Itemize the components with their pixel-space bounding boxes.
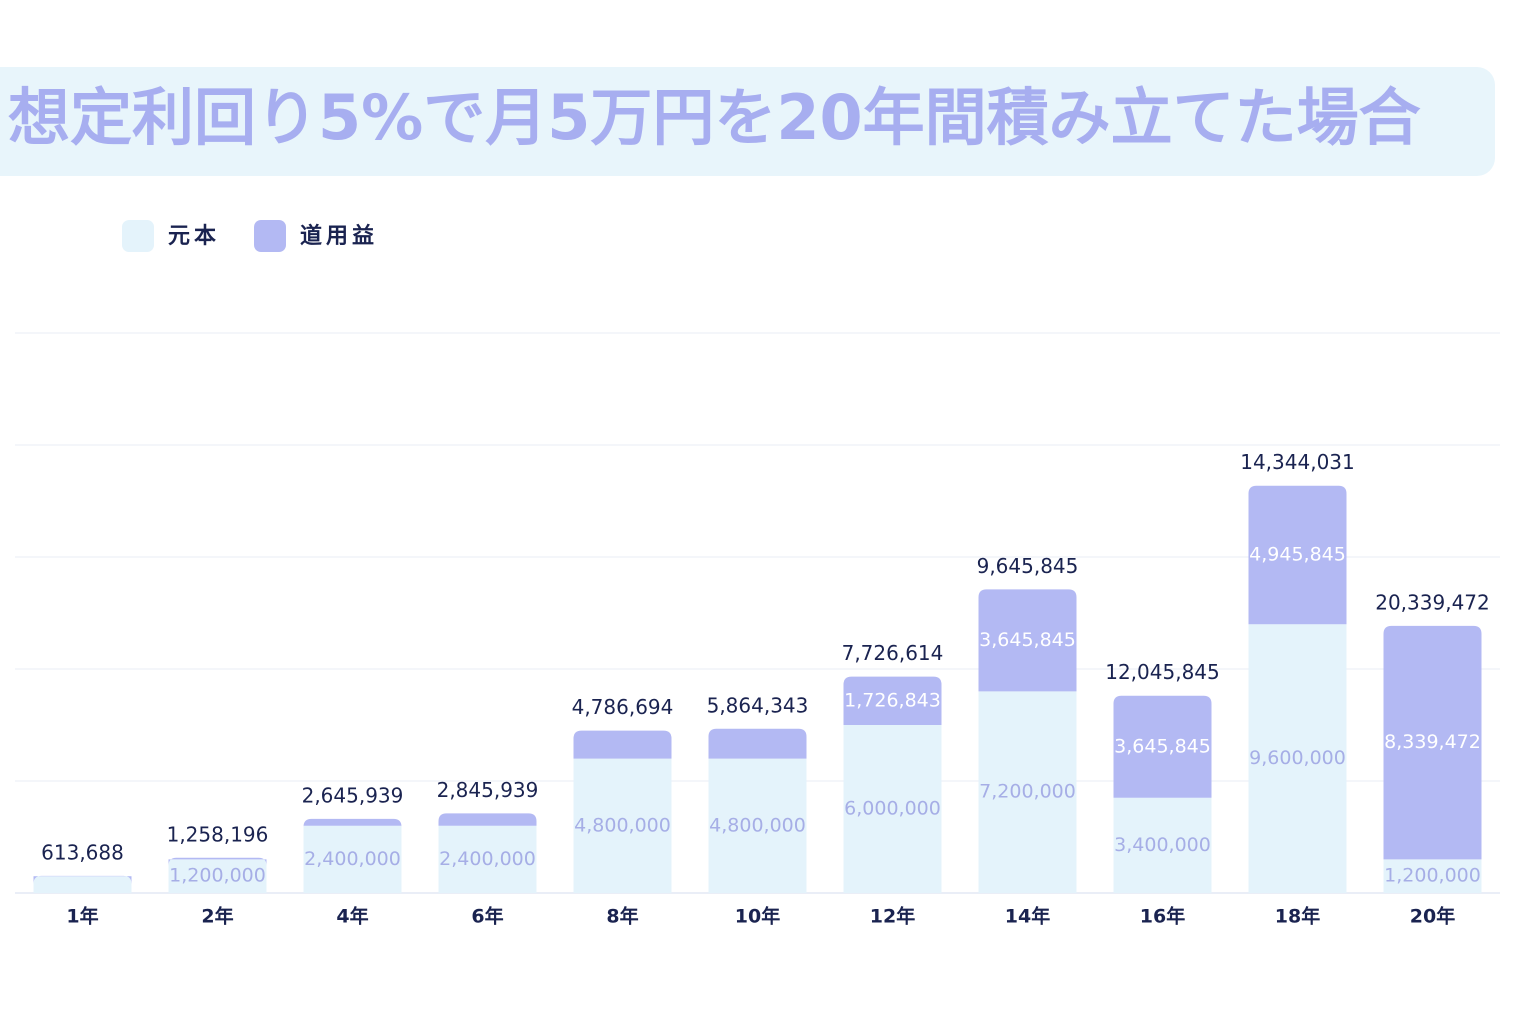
bar-segment bbox=[438, 825, 537, 893]
segment-label: 7,200,000 bbox=[979, 781, 1076, 803]
total-label: 7,726,614 bbox=[842, 641, 944, 665]
total-label: 20,339,472 bbox=[1375, 590, 1490, 614]
x-tick-label: 14年 bbox=[1005, 905, 1050, 928]
bar-segment bbox=[1113, 797, 1212, 893]
total-label: 5,864,343 bbox=[707, 693, 809, 717]
segment-label: 9,600,000 bbox=[1249, 747, 1346, 769]
x-tick-label: 2年 bbox=[201, 905, 233, 928]
bar-segment bbox=[438, 813, 537, 826]
bar-segment bbox=[708, 758, 807, 893]
total-label: 613,688 bbox=[41, 840, 124, 864]
x-tick-label: 10年 bbox=[735, 905, 780, 928]
segment-label: 8,339,472 bbox=[1384, 731, 1481, 753]
legend-swatch bbox=[254, 220, 286, 252]
bar-segment bbox=[843, 725, 942, 893]
segment-label: 4,800,000 bbox=[709, 814, 806, 836]
bar-segment bbox=[1113, 695, 1212, 798]
bar-segment bbox=[573, 730, 672, 759]
x-tick-label: 12年 bbox=[870, 905, 915, 928]
segment-label: 4,945,845 bbox=[1249, 543, 1346, 565]
total-label: 2,845,939 bbox=[437, 778, 539, 802]
bar-segment bbox=[1248, 624, 1347, 893]
segment-label: 3,400,000 bbox=[1114, 834, 1211, 856]
legend-label: 道用益 bbox=[300, 223, 378, 249]
bar-segment bbox=[168, 857, 267, 866]
total-label: 9,645,845 bbox=[977, 554, 1079, 578]
bar-segment bbox=[708, 728, 807, 759]
x-tick-label: 18年 bbox=[1275, 905, 1320, 928]
total-label: 12,045,845 bbox=[1105, 660, 1220, 684]
segment-label: 4,800,000 bbox=[574, 814, 671, 836]
segment-label: 2,400,000 bbox=[304, 848, 401, 870]
bar-segment bbox=[33, 876, 132, 893]
bar-segment bbox=[1383, 625, 1482, 860]
segment-label: 3,645,845 bbox=[1114, 735, 1211, 757]
total-label: 2,645,939 bbox=[302, 783, 404, 807]
total-label: 4,786,694 bbox=[572, 695, 674, 719]
segment-label: 6,000,000 bbox=[844, 798, 941, 820]
bar-segment bbox=[303, 818, 402, 827]
segment-label: 1,200,000 bbox=[169, 865, 266, 887]
chart-title: 想定利回り5%で月5万円を20年間積み立てた場合 bbox=[8, 81, 1421, 154]
bar-segment bbox=[303, 825, 402, 893]
title-background bbox=[0, 67, 1495, 176]
segment-label: 1,200,000 bbox=[1384, 865, 1481, 887]
total-label: 14,344,031 bbox=[1240, 450, 1355, 474]
x-tick-label: 20年 bbox=[1410, 905, 1455, 928]
legend-swatch bbox=[122, 220, 154, 252]
bar-segment bbox=[978, 589, 1077, 692]
x-tick-label: 16年 bbox=[1140, 905, 1185, 928]
bar-segment bbox=[1248, 485, 1347, 625]
legend-label: 元本 bbox=[168, 224, 220, 249]
total-label: 1,258,196 bbox=[167, 822, 269, 846]
bar-segment bbox=[573, 758, 672, 893]
x-tick-label: 1年 bbox=[66, 905, 98, 928]
segment-label: 3,645,845 bbox=[979, 629, 1076, 651]
bar-segment bbox=[168, 859, 267, 893]
segment-label: 1,726,843 bbox=[844, 689, 941, 711]
x-tick-label: 6年 bbox=[471, 905, 503, 928]
segment-label: 2,400,000 bbox=[439, 848, 536, 870]
bar-segment bbox=[1383, 859, 1482, 893]
x-tick-label: 8年 bbox=[606, 905, 638, 928]
bar-segment bbox=[843, 676, 942, 725]
x-tick-label: 4年 bbox=[336, 905, 368, 928]
bar-segment bbox=[978, 691, 1077, 893]
